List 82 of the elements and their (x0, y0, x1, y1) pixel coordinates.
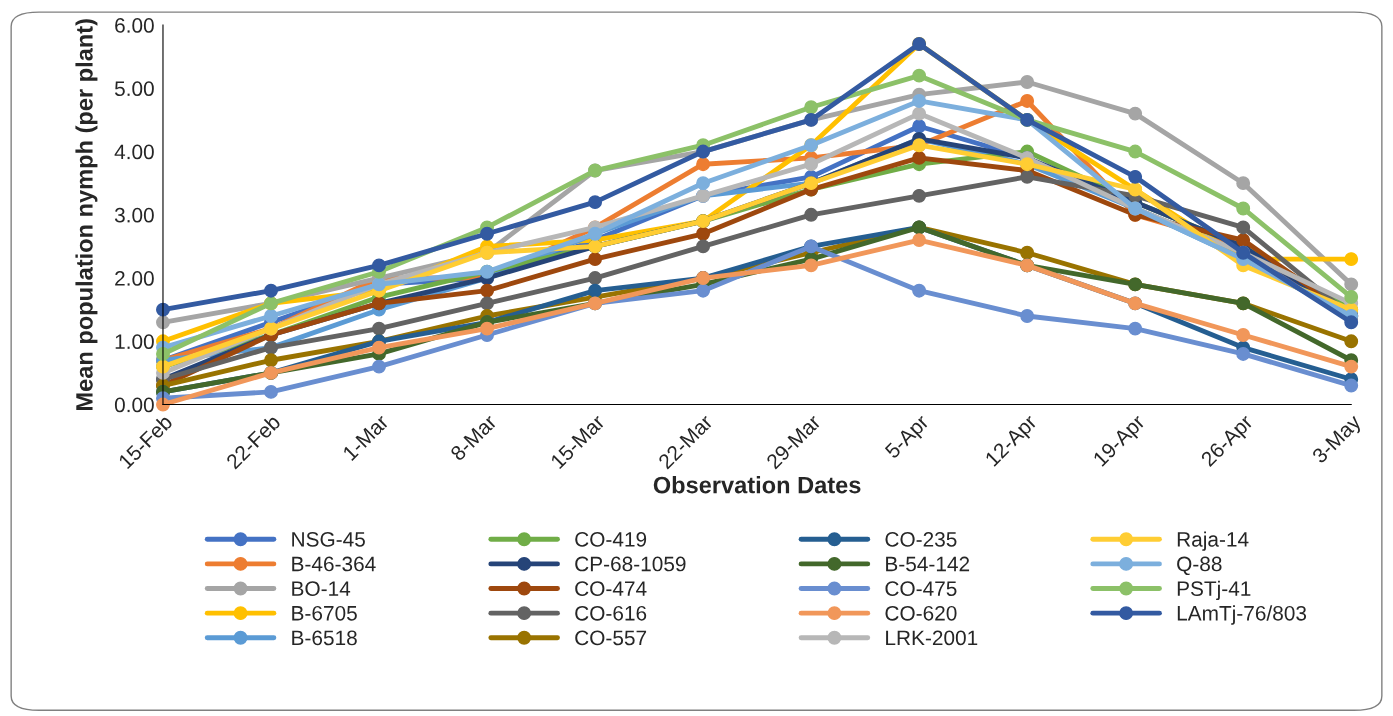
point (696, 283, 711, 298)
legend-label: B-6518 (292, 630, 357, 646)
point (1020, 75, 1035, 89)
point (912, 94, 927, 108)
y-tick-label: 1.00 (115, 334, 154, 350)
point (480, 226, 494, 241)
y-tick-label: 0.00 (114, 397, 154, 413)
point (480, 321, 494, 336)
point (480, 283, 494, 298)
legend-label: Q-88 (1177, 556, 1222, 576)
legend-label: B-6705 (292, 605, 357, 621)
point (1128, 144, 1143, 159)
point (696, 239, 711, 254)
legend-label: LAmTj-76/803 (1177, 605, 1307, 625)
legend-label: CO-475 (885, 581, 957, 596)
point (1236, 176, 1251, 191)
point (1128, 106, 1143, 121)
point (264, 309, 278, 323)
y-tick-label: 2.00 (115, 271, 154, 286)
point (1344, 378, 1359, 393)
point (1236, 233, 1251, 248)
point (372, 340, 386, 355)
point (1344, 315, 1359, 330)
x-axis-title: Observation Dates (653, 476, 861, 494)
point (912, 68, 927, 83)
point (1236, 220, 1251, 235)
legend-label: CP-68-1059 (575, 556, 686, 572)
point (912, 233, 927, 248)
legend-label: Raja-14 (1177, 531, 1249, 551)
y-tick-label: 4.00 (114, 144, 154, 160)
point (1344, 252, 1359, 267)
point (264, 384, 278, 399)
point (1344, 277, 1359, 292)
point (264, 353, 278, 368)
legend-label: BO-14 (292, 581, 351, 596)
point (804, 207, 819, 222)
y-axis-title: Mean population nymph (per plant) (75, 19, 98, 410)
point (480, 296, 494, 311)
point (588, 252, 603, 267)
y-tick-label: 6.00 (115, 18, 154, 33)
point (1020, 309, 1035, 323)
legend-label: PSTj-41 (1177, 580, 1251, 601)
point (804, 258, 819, 273)
point (372, 321, 386, 336)
point (372, 359, 386, 374)
point (1344, 334, 1359, 349)
legend-label: CO-616 (575, 605, 647, 621)
point (912, 188, 927, 203)
legend-label: CO-620 (885, 605, 957, 621)
point (696, 226, 711, 241)
point (912, 150, 927, 165)
legend-label: CO-474 (575, 581, 647, 596)
y-tick-label: 5.00 (114, 81, 154, 97)
point (264, 283, 278, 298)
point (1344, 359, 1359, 374)
legend-label: B-54-142 (886, 556, 970, 572)
point (912, 283, 927, 298)
point (588, 195, 603, 210)
legend-label: B-46-364 (292, 556, 376, 572)
point (372, 258, 386, 273)
point (696, 157, 711, 172)
point (1020, 94, 1035, 108)
legend-label: CO-419 (575, 531, 647, 547)
point (804, 157, 819, 172)
legend-label: CO-557 (575, 630, 647, 646)
y-tick-label: 3.00 (114, 207, 154, 223)
legend-label: NSG-45 (292, 531, 365, 547)
legend-label: CO-235 (885, 531, 957, 547)
point (588, 271, 603, 285)
point (588, 283, 603, 298)
point (912, 119, 927, 134)
point (1236, 328, 1251, 342)
point (804, 100, 819, 115)
point (1020, 169, 1035, 184)
point (1236, 201, 1251, 216)
point (696, 176, 711, 191)
point (1020, 245, 1035, 260)
point (912, 106, 927, 121)
point (1128, 169, 1143, 184)
point (1128, 321, 1143, 336)
point (1236, 346, 1251, 361)
legend-label: LRK-2001 (886, 630, 978, 646)
